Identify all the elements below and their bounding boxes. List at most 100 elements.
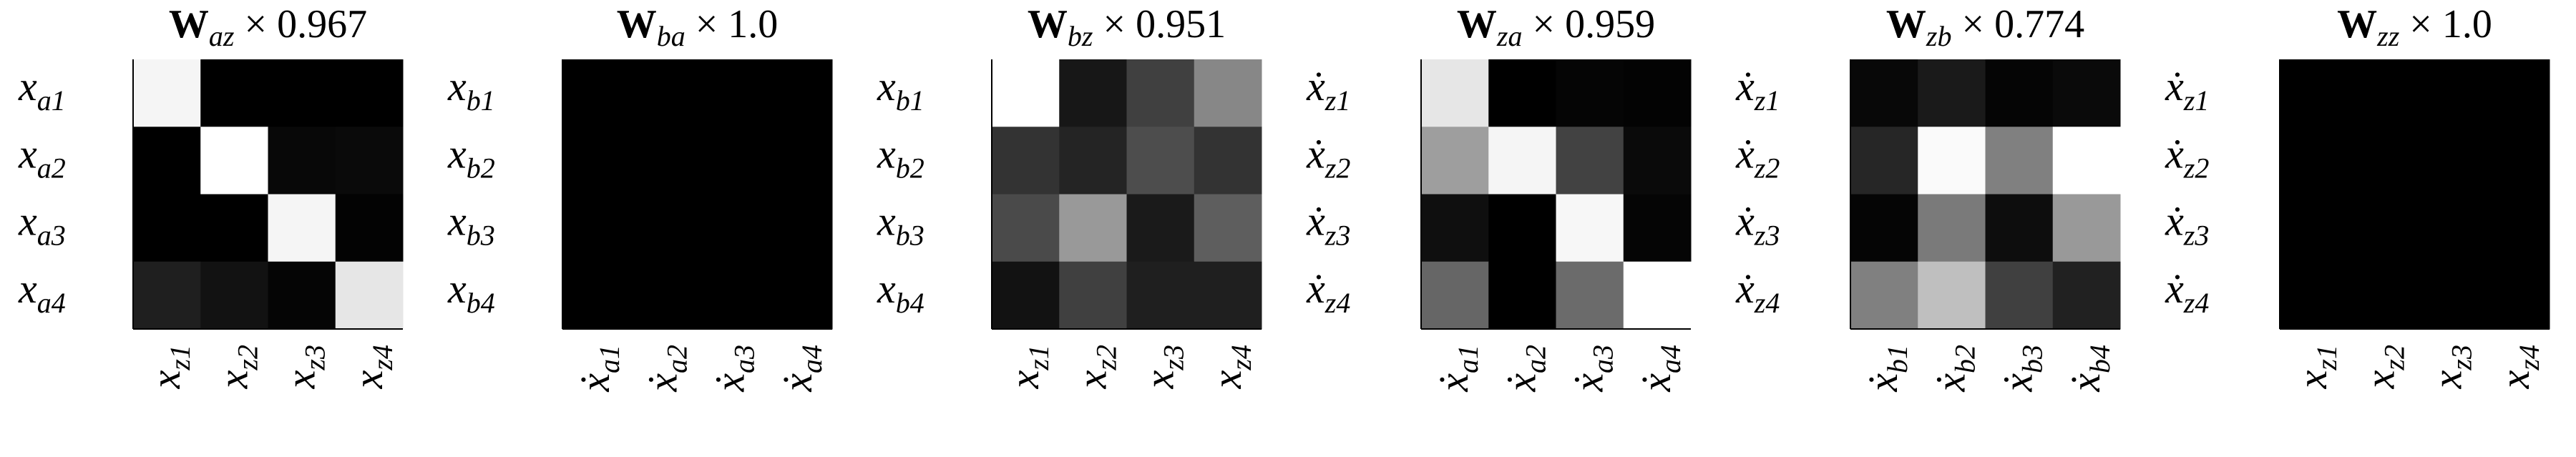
heatmap-cell: [1488, 261, 1556, 330]
row-label: xb1: [877, 63, 924, 117]
col-label: ẋb1: [1860, 345, 1913, 393]
title-matrix: W: [617, 2, 657, 46]
row-label-base: ẋ: [1735, 130, 1755, 177]
col-label: ẋa1: [1430, 345, 1484, 393]
heatmap-cell: [1985, 194, 2054, 262]
col-label-sub: z2: [231, 345, 263, 371]
row-label-sub: z1: [2183, 84, 2210, 117]
col-label-sub: z1: [1023, 345, 1055, 371]
row-label-sub: z4: [1324, 287, 1351, 319]
col-label-base: ẋ: [572, 373, 618, 393]
col-label-base: x: [1068, 370, 1115, 389]
row-label-base: x: [877, 265, 896, 312]
row-label-sub: b3: [467, 220, 495, 252]
row-label: xa1: [18, 63, 66, 117]
heatmap-cell: [992, 59, 1060, 127]
heatmap-cell: [1985, 261, 2054, 330]
col-label-base: x: [2356, 370, 2403, 389]
heatmap-cell: [2347, 194, 2415, 262]
heatmap-cell: [268, 261, 336, 330]
col-label-sub: z4: [366, 345, 399, 371]
col-label-sub: z4: [1225, 345, 1257, 371]
row-label: ẋz1: [2165, 63, 2209, 117]
col-label-base: ẋ: [1633, 373, 1679, 393]
heatmap-cell: [1985, 59, 2054, 127]
row-label-base: ẋ: [2165, 130, 2184, 177]
col-label-sub: z4: [2513, 345, 2545, 371]
title-matrix: W: [1886, 2, 1926, 46]
panel-title: Wzz × 1.0: [2337, 2, 2492, 52]
title-matrix: W: [169, 2, 209, 46]
heatmap-cell: [1488, 127, 1556, 195]
heatmap-cell: [335, 127, 404, 195]
row-label: ẋz2: [1735, 130, 1780, 184]
title-scale: × 0.959: [1532, 2, 1655, 46]
row-label-base: x: [447, 130, 467, 177]
row-label: xb3: [447, 198, 495, 252]
heatmap-cell: [1556, 127, 1624, 195]
col-label-base: ẋ: [639, 373, 686, 393]
col-label: xz4: [345, 345, 399, 389]
row-label: ẋz4: [1735, 265, 1780, 319]
row-label-base: x: [447, 265, 467, 312]
row-label-sub: z3: [1754, 220, 1780, 252]
col-label-base: x: [345, 370, 391, 389]
heatmap-cell: [2347, 127, 2415, 195]
row-label: xb3: [877, 198, 924, 252]
row-label-base: ẋ: [1306, 265, 1325, 312]
row-label-base: x: [18, 63, 37, 109]
heatmap-cell: [2280, 59, 2348, 127]
heatmap-cell: [764, 59, 833, 127]
row-label-sub: z3: [2183, 220, 2210, 252]
heatmap-cell: [200, 59, 268, 127]
panel-title: Wba × 1.0: [617, 2, 779, 52]
col-label-sub: b4: [2084, 345, 2116, 373]
row-label: ẋz3: [1306, 198, 1350, 252]
row-label: xb2: [877, 130, 924, 184]
row-label-sub: z4: [2183, 287, 2210, 319]
row-label-base: ẋ: [1306, 198, 1325, 245]
row-label: ẋz2: [1306, 130, 1350, 184]
heatmap-cell: [697, 127, 766, 195]
row-label-base: x: [18, 130, 37, 177]
col-label: xz4: [1204, 345, 1257, 389]
heatmap-cell: [764, 194, 833, 262]
row-label-base: x: [18, 265, 37, 312]
col-label-base: ẋ: [1430, 373, 1477, 393]
heatmap-cell: [1488, 59, 1556, 127]
row-label-base: ẋ: [2165, 265, 2184, 312]
heatmap-cell: [992, 194, 1060, 262]
panel-title: Wza × 0.959: [1457, 2, 1655, 52]
col-label-base: x: [142, 370, 189, 389]
col-label: ẋa4: [774, 345, 828, 393]
row-label: ẋz2: [2165, 130, 2209, 184]
col-label: xz4: [2492, 345, 2545, 389]
heatmap-cell: [630, 59, 698, 127]
heatmap-cell: [992, 261, 1060, 330]
heatmap-cell: [1126, 261, 1195, 330]
col-label-sub: a2: [660, 345, 693, 373]
heatmap-cell: [2482, 59, 2550, 127]
title-scale: × 0.774: [1961, 2, 2084, 46]
row-label-sub: b4: [896, 287, 924, 319]
panel-title: Waz × 0.967: [169, 2, 367, 52]
row-label-sub: z4: [1754, 287, 1780, 319]
row-label-base: x: [18, 198, 37, 245]
title-matrix: W: [1028, 2, 1068, 46]
col-label-base: ẋ: [707, 373, 753, 393]
heatmap-cell: [1194, 261, 1262, 330]
heatmap-cell: [2280, 194, 2348, 262]
heatmap-cell: [1850, 261, 1918, 330]
heatmap-cell: [1059, 194, 1127, 262]
row-label-sub: z3: [1324, 220, 1351, 252]
title-scale: × 1.0: [2409, 2, 2492, 46]
heatmap-cell: [562, 194, 630, 262]
heatmap-cell: [2347, 59, 2415, 127]
panel-title: Wbz × 0.951: [1028, 2, 1226, 52]
col-label: ẋa2: [639, 345, 693, 393]
heatmap-cell: [2414, 127, 2483, 195]
col-label-sub: z1: [2311, 345, 2343, 371]
